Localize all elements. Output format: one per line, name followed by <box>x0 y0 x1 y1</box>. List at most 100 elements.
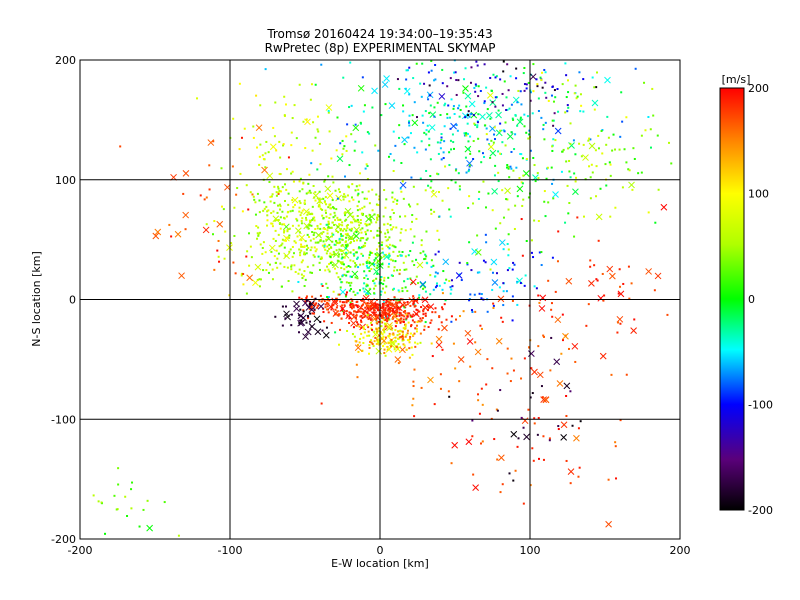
data-point <box>332 216 335 219</box>
data-point <box>366 223 369 226</box>
data-point <box>379 331 382 334</box>
data-point <box>606 115 609 118</box>
data-point <box>348 289 351 292</box>
data-point <box>349 316 352 319</box>
data-point <box>453 71 456 74</box>
data-point <box>279 216 282 219</box>
data-point <box>599 187 602 190</box>
data-point <box>467 140 470 143</box>
data-point <box>354 251 357 254</box>
data-point <box>450 148 453 151</box>
data-point <box>384 354 387 357</box>
data-point <box>342 311 345 314</box>
data-point <box>497 180 500 183</box>
data-point <box>517 437 520 440</box>
data-point <box>267 209 270 212</box>
data-point <box>318 234 321 237</box>
data-point <box>350 227 353 230</box>
data-point <box>528 346 531 349</box>
data-point <box>272 237 275 240</box>
data-point <box>396 334 399 337</box>
data-point <box>330 157 333 160</box>
data-point <box>378 320 381 323</box>
data-cross <box>354 344 362 352</box>
data-point <box>450 288 453 291</box>
data-point <box>314 303 317 306</box>
data-point <box>386 318 389 321</box>
data-point <box>351 302 354 305</box>
x-tick-label: 200 <box>670 544 691 557</box>
data-point <box>322 240 325 243</box>
data-cross <box>521 417 529 425</box>
data-point <box>329 255 332 258</box>
data-point <box>466 132 469 135</box>
data-point <box>519 90 522 93</box>
data-point <box>393 296 396 299</box>
data-point <box>369 230 372 233</box>
data-point <box>411 260 414 263</box>
data-point <box>290 265 293 268</box>
data-point <box>343 256 346 259</box>
data-point <box>455 93 458 96</box>
data-point <box>466 122 469 125</box>
data-point <box>423 325 426 328</box>
data-point <box>390 345 393 348</box>
data-point <box>464 116 467 119</box>
data-point <box>407 321 410 324</box>
data-point <box>265 269 268 272</box>
data-point <box>306 226 309 229</box>
data-point <box>511 299 514 302</box>
data-point <box>430 180 433 183</box>
data-point <box>375 193 378 196</box>
data-point <box>270 195 273 198</box>
data-point <box>503 80 506 83</box>
data-point <box>426 124 429 127</box>
data-point <box>385 299 388 302</box>
data-cross <box>350 313 358 321</box>
data-point <box>429 186 432 189</box>
data-point <box>288 227 291 230</box>
data-point <box>285 305 288 308</box>
data-point <box>457 172 460 175</box>
data-point <box>388 334 391 337</box>
data-point <box>350 275 353 278</box>
data-point <box>383 351 386 354</box>
data-point <box>381 287 384 290</box>
data-point <box>651 87 654 90</box>
data-cross <box>450 122 457 130</box>
data-point <box>477 85 480 88</box>
data-point <box>332 290 335 293</box>
data-point <box>454 181 457 184</box>
data-point <box>514 469 517 472</box>
data-point <box>217 239 220 242</box>
data-point <box>569 482 572 485</box>
data-point <box>368 223 371 226</box>
data-point <box>376 234 379 237</box>
data-point <box>493 138 496 141</box>
data-point <box>285 215 288 218</box>
data-point <box>243 127 246 130</box>
data-point <box>502 304 505 307</box>
data-point <box>447 104 450 107</box>
data-point <box>478 271 481 274</box>
data-point <box>480 387 483 390</box>
data-point <box>449 292 452 295</box>
data-point <box>477 113 480 116</box>
data-point <box>279 156 282 159</box>
data-point <box>353 310 356 313</box>
data-point <box>407 136 410 139</box>
data-cross <box>461 112 469 120</box>
data-point <box>312 234 315 237</box>
data-cross <box>325 104 333 111</box>
data-point <box>537 457 540 460</box>
data-point <box>493 438 496 441</box>
data-cross <box>599 352 607 360</box>
data-cross <box>388 102 396 109</box>
data-point <box>332 181 335 184</box>
data-point <box>313 308 316 311</box>
data-point <box>644 129 647 132</box>
data-point <box>305 296 308 299</box>
data-point <box>113 494 116 497</box>
data-point <box>312 237 315 240</box>
data-point <box>327 296 330 299</box>
